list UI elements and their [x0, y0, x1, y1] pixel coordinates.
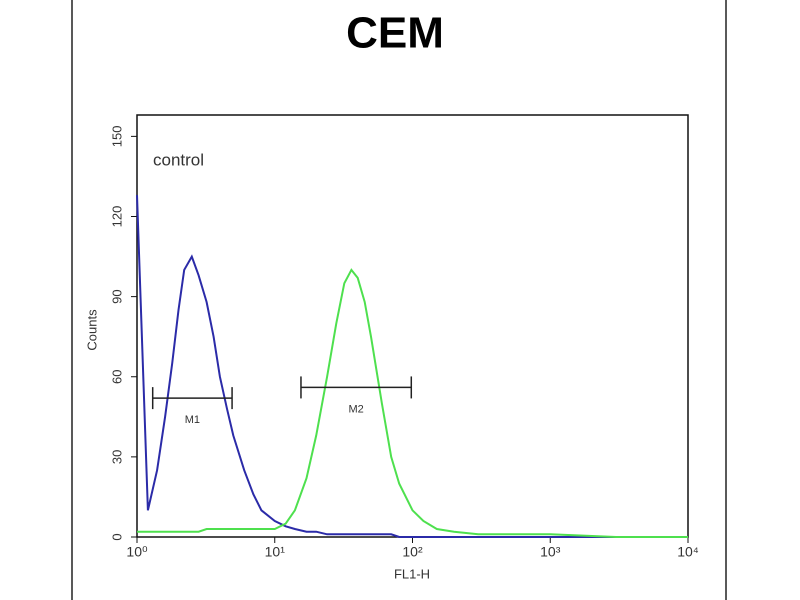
series-line [136, 195, 688, 538]
y-axis-label: Counts [84, 309, 99, 351]
frame [71, 0, 727, 600]
marker-label: M2 [348, 403, 363, 415]
series-line [137, 268, 688, 538]
x-tick-label: 10¹ [265, 544, 286, 560]
plot-frame [136, 114, 689, 538]
y-tick-label: 90 [109, 289, 124, 303]
y-tick-label: 60 [109, 370, 124, 384]
y-tick-label: 30 [109, 450, 124, 464]
y-tick-label: 120 [109, 206, 124, 228]
x-axis-label: FL1-H [394, 566, 430, 581]
y-tick-label: 150 [109, 126, 124, 148]
marker-label: M1 [185, 414, 200, 426]
x-tick-label: 10³ [540, 544, 561, 560]
x-tick-label: 10⁰ [126, 544, 148, 560]
x-tick-label: 10² [402, 544, 423, 560]
chart-title: CEM [346, 9, 444, 58]
annotation: control [153, 150, 204, 169]
y-tick-label: 0 [109, 533, 124, 540]
x-tick-label: 10⁴ [677, 544, 699, 560]
